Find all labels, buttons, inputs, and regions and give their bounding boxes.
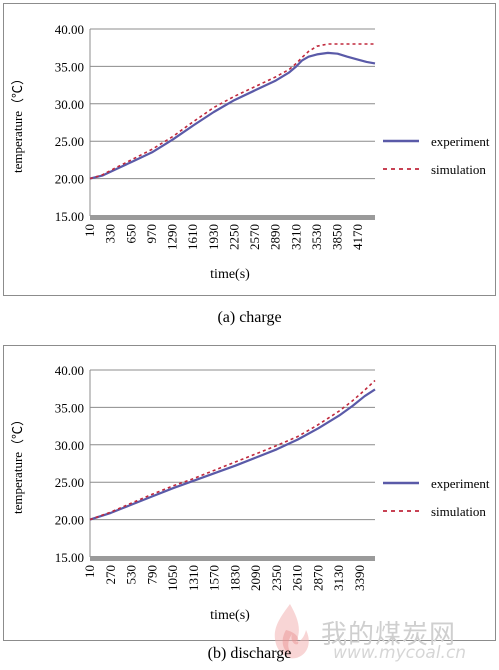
chart-panel-charge <box>3 3 496 296</box>
y-tick-label: 35.00 <box>55 400 84 415</box>
watermark-url: www.mycoal.cn <box>333 643 467 663</box>
legend-label-simulation: simulation <box>431 504 486 519</box>
caption-discharge: (b) discharge <box>207 645 292 662</box>
chart-panel-discharge <box>3 345 496 641</box>
y-tick-label: 30.00 <box>55 97 84 112</box>
x-tick-label: 2610 <box>290 565 305 591</box>
x-axis-title: time(s) <box>210 267 250 282</box>
x-tick-label: 3210 <box>288 224 303 250</box>
x-tick-label: 1830 <box>227 565 242 591</box>
experiment-series-line <box>89 388 376 521</box>
legend-label-experiment: experiment <box>431 476 490 491</box>
y-tick-label: 15.00 <box>55 209 84 224</box>
x-tick-label: 530 <box>124 565 139 585</box>
x-tick-label: 1610 <box>185 224 200 250</box>
x-tick-label: 2090 <box>248 565 263 591</box>
x-tick-label: 330 <box>103 224 118 244</box>
y-tick-label: 25.00 <box>55 134 84 149</box>
x-tick-label: 1050 <box>165 565 180 591</box>
simulation-series-line <box>89 43 375 180</box>
x-tick-label: 10 <box>82 224 97 237</box>
legend-label-simulation: simulation <box>431 162 486 177</box>
x-tick-label: 2350 <box>269 565 284 591</box>
y-axis-title: temperature（℃） <box>10 72 25 173</box>
x-tick-label: 3130 <box>331 565 346 591</box>
x-tick-label: 650 <box>123 224 138 244</box>
y-tick-label: 20.00 <box>55 172 84 187</box>
y-axis-title: temperature（℃） <box>10 413 25 514</box>
x-tick-label: 10 <box>82 565 97 578</box>
y-tick-label: 20.00 <box>55 513 84 528</box>
legend-label-experiment: experiment <box>431 134 490 149</box>
y-tick-label: 40.00 <box>55 363 84 378</box>
experiment-series-line <box>89 51 376 180</box>
flame-logo-icon <box>274 604 309 659</box>
x-tick-label: 2890 <box>268 224 283 250</box>
x-tick-label: 1930 <box>206 224 221 250</box>
caption-charge: (a) charge <box>217 309 282 326</box>
x-tick-label: 790 <box>144 565 159 585</box>
x-tick-label: 2570 <box>247 224 262 250</box>
y-tick-label: 15.00 <box>55 550 84 565</box>
x-tick-label: 1570 <box>207 565 222 591</box>
x-axis-title: time(s) <box>210 608 250 623</box>
y-tick-label: 35.00 <box>55 59 84 74</box>
x-tick-label: 270 <box>103 565 118 585</box>
x-tick-label: 1310 <box>186 565 201 591</box>
x-tick-label: 970 <box>144 224 159 244</box>
x-tick-label: 3850 <box>330 224 345 250</box>
x-tick-label: 2870 <box>310 565 325 591</box>
x-tick-label: 1290 <box>165 224 180 250</box>
simulation-series-line <box>89 379 376 521</box>
y-tick-label: 25.00 <box>55 475 84 490</box>
watermark-text: 我的煤炭网 <box>321 620 457 650</box>
x-tick-label: 3530 <box>309 224 324 250</box>
x-axis-band <box>90 215 375 220</box>
y-tick-label: 40.00 <box>55 22 84 37</box>
x-tick-label: 3390 <box>352 565 367 591</box>
x-tick-label: 4170 <box>350 224 365 250</box>
y-tick-label: 30.00 <box>55 438 84 453</box>
x-tick-label: 2250 <box>226 224 241 250</box>
x-axis-band <box>90 556 375 561</box>
